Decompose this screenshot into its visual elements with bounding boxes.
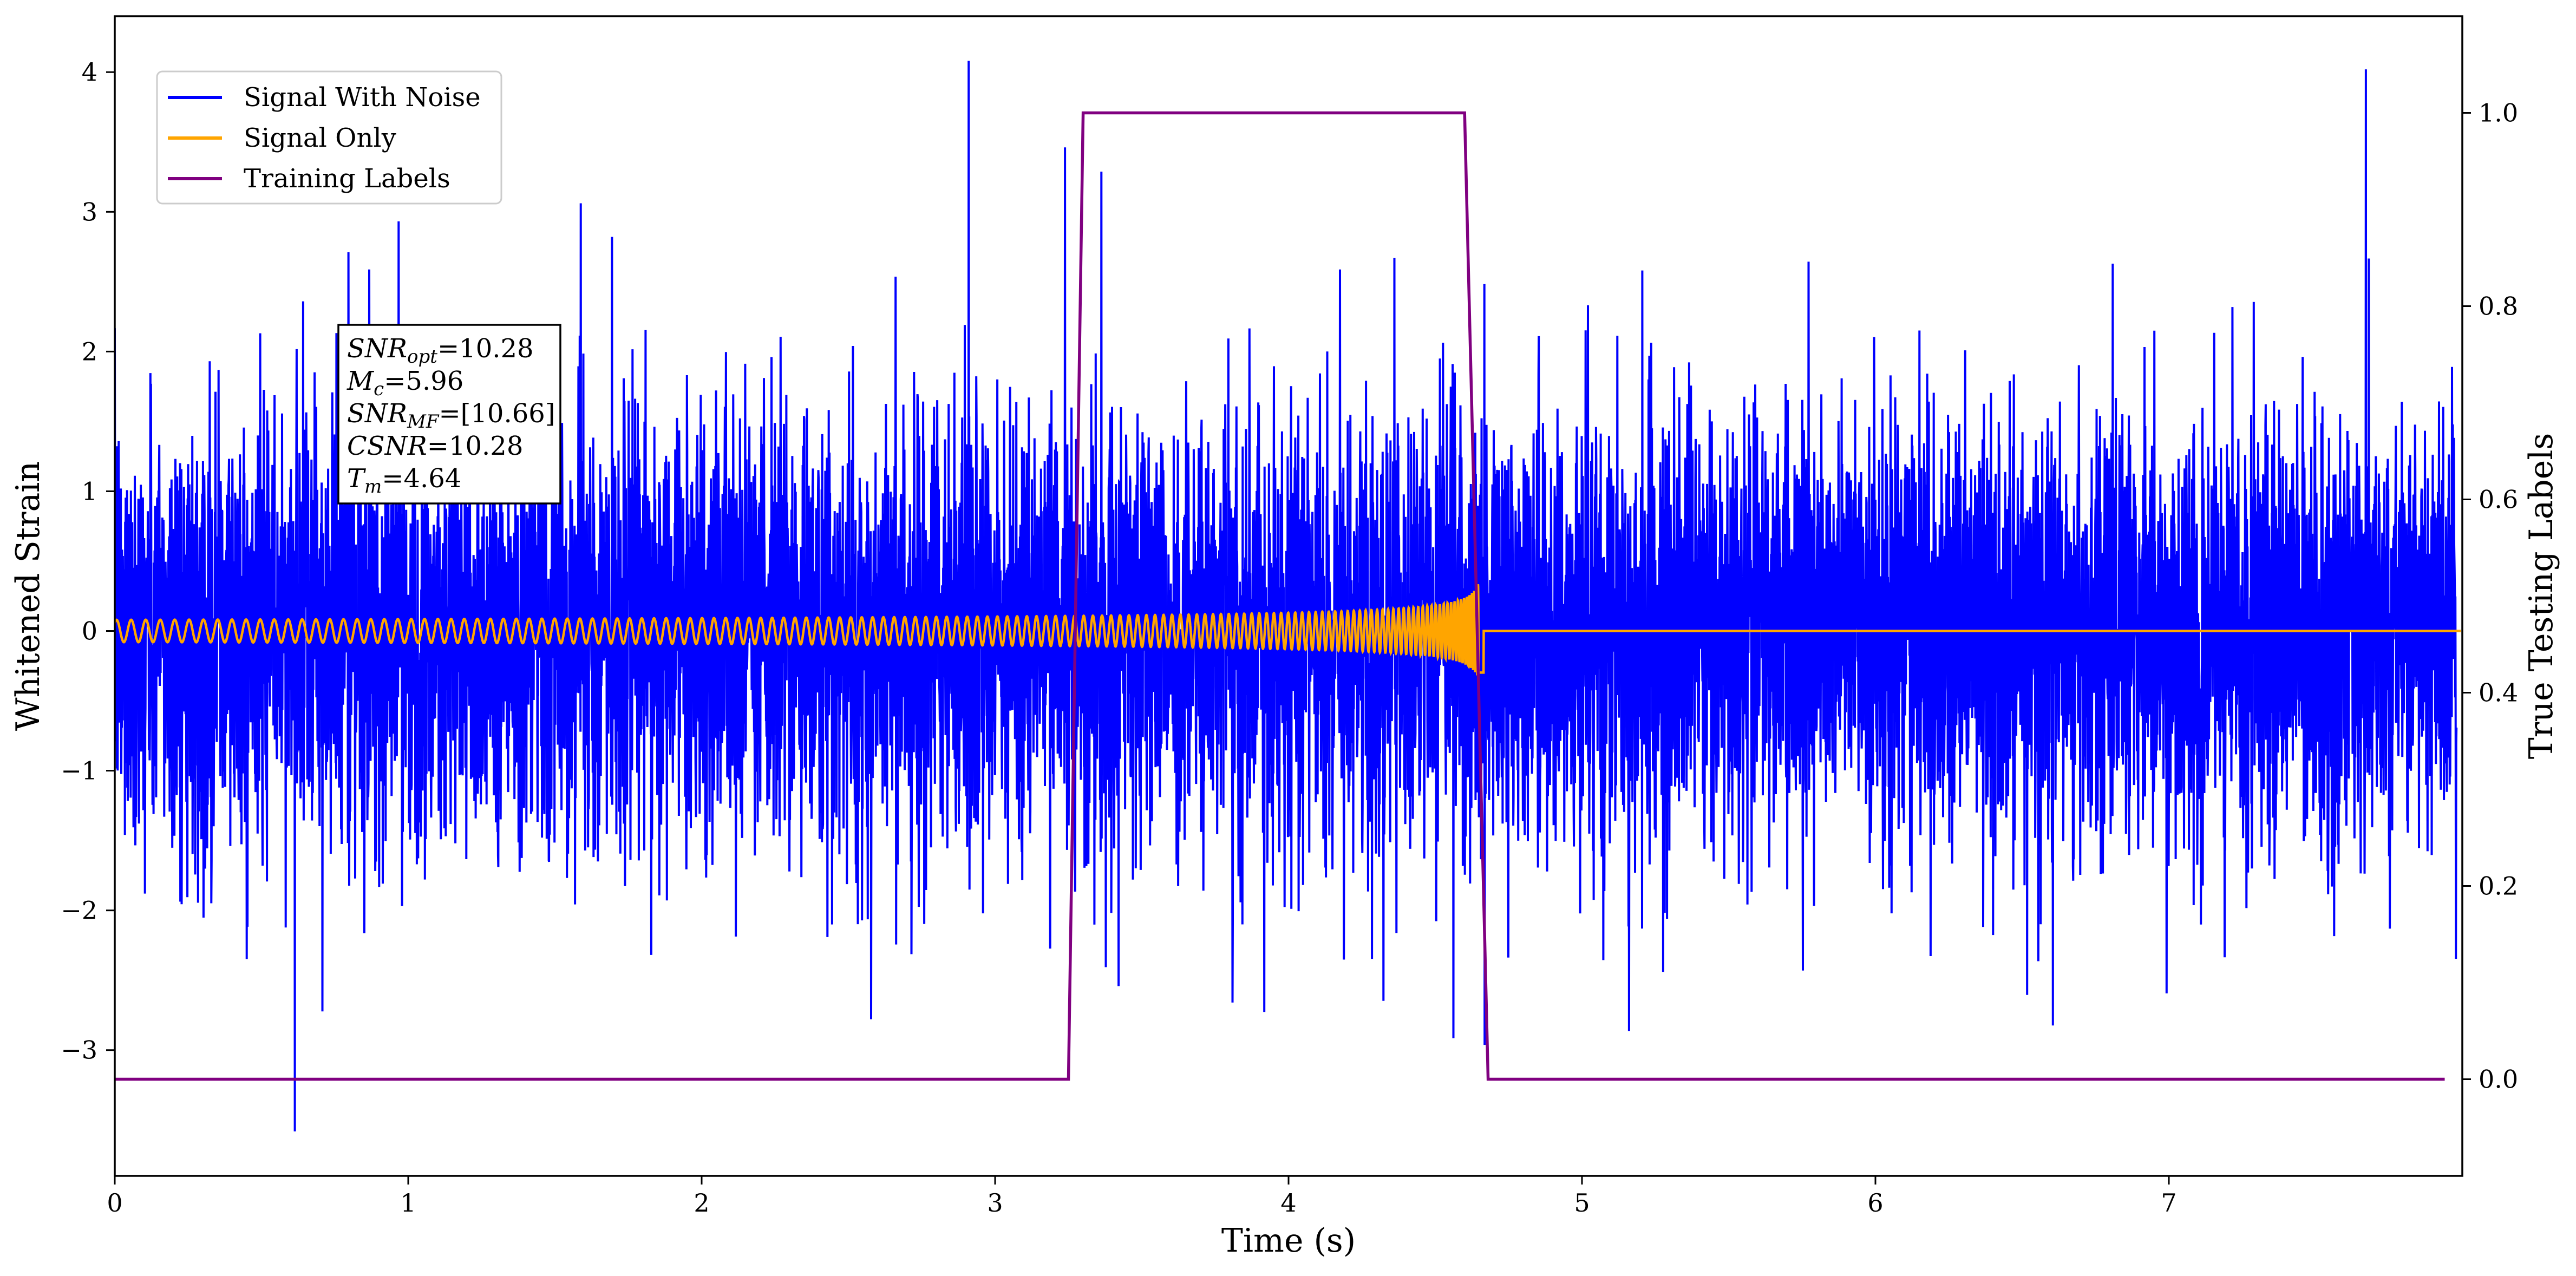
y-left-tick-label: 1: [82, 476, 97, 506]
annotation-symbol: SNR: [347, 333, 407, 364]
legend-entry-label: Signal Only: [244, 123, 396, 153]
y-right-tick-label: 0.0: [2479, 1065, 2518, 1094]
y-left-tick-label: 3: [82, 197, 97, 226]
x-tick-label: 5: [1574, 1188, 1590, 1218]
annotation-value: =10.28: [427, 431, 524, 461]
annotation-frame: [337, 324, 561, 505]
legend-entry-label: Signal With Noise: [244, 82, 481, 113]
annotation-symbol: CSNR: [347, 431, 427, 461]
annotation-line: Tm=4.64: [347, 463, 461, 498]
annotation-symbol: M: [346, 366, 375, 396]
annotation-subscript: c: [374, 378, 384, 400]
y-right-tick-label: 0.8: [2479, 292, 2518, 321]
x-tick-label: 3: [987, 1188, 1003, 1218]
y-left-tick-label: 2: [82, 337, 97, 366]
x-axis-title: Time (s): [1221, 1222, 1356, 1260]
annotation-symbol: T: [347, 463, 366, 494]
y-left-tick-label: −1: [61, 756, 97, 786]
y-left-tick-label: −3: [61, 1036, 97, 1065]
y-right-tick-label: 0.4: [2479, 678, 2518, 708]
series-line-signal-with-noise: [115, 61, 2458, 1131]
annotation-subscript: MF: [407, 411, 440, 433]
annotation-line: SNRopt=10.28: [347, 333, 534, 368]
x-tick-label: 2: [694, 1188, 709, 1218]
annotation-symbol: SNR: [347, 398, 407, 429]
annotation-subscript: m: [364, 476, 382, 498]
y-right-tick-label: 0.2: [2479, 872, 2518, 901]
plot-area: [115, 61, 2461, 1131]
annotation-line: SNRMF=[10.66]: [347, 398, 555, 433]
annotation-value: =5.96: [384, 366, 463, 396]
series-line-training-labels: [115, 111, 2445, 1081]
x-tick-label: 0: [107, 1188, 122, 1218]
annotation-value: =4.64: [382, 463, 461, 494]
y-left-tick-label: −2: [61, 896, 97, 925]
annotation-value: =[10.66]: [439, 398, 555, 429]
series-line-signal-only: [115, 584, 2461, 676]
legend-entry-label: Training Labels: [244, 163, 450, 194]
annotation-subscript: opt: [407, 346, 437, 368]
y-right-axis-title: True Testing Labels: [2522, 433, 2560, 760]
annotation-line: Mc=5.96: [346, 366, 463, 400]
x-tick-label: 7: [2161, 1188, 2176, 1218]
y-left-axis-title: Whitened Strain: [9, 461, 47, 731]
y-left-tick-label: 0: [82, 617, 97, 646]
y-left-tick-label: 4: [82, 57, 97, 87]
annotation-line: CSNR=10.28: [347, 431, 523, 461]
annotation-box: SNRopt=10.28Mc=5.96SNRMF=[10.66]CSNR=10.…: [337, 324, 561, 505]
axes-layer: 0 1 2 3 4 5 6 7 −3 −2 −1 0 1 2 3 4 0.0 0.2 0.4 0.6 0.8 1.0 Tim…: [9, 15, 2560, 1260]
x-tick-label: 4: [1280, 1188, 1296, 1218]
annotation-value: =10.28: [437, 333, 534, 364]
x-tick-label: 6: [1867, 1188, 1883, 1218]
legend: Signal With Noise Signal Only Training Lab…: [156, 70, 502, 205]
y-right-tick-label: 1.0: [2479, 99, 2518, 128]
x-tick-label: 1: [400, 1188, 416, 1218]
legend-frame: [156, 70, 502, 205]
y-right-tick-label: 0.6: [2479, 485, 2518, 514]
